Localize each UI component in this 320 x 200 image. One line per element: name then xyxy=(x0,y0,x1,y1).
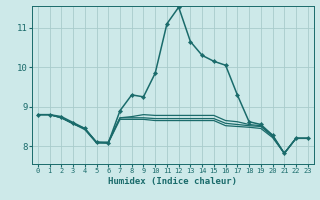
X-axis label: Humidex (Indice chaleur): Humidex (Indice chaleur) xyxy=(108,177,237,186)
